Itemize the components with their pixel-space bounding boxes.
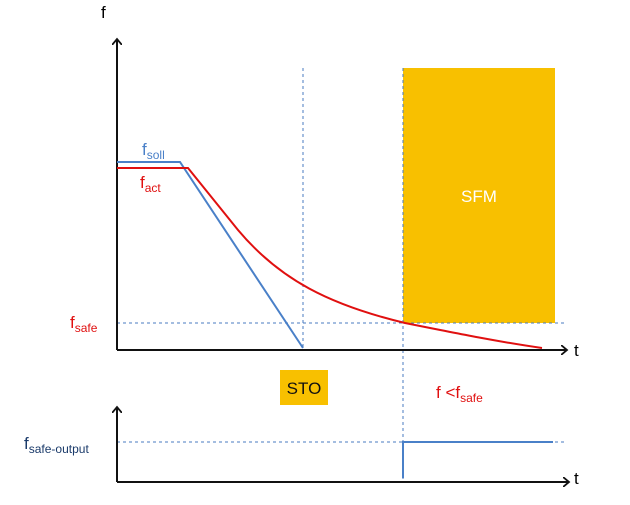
condition-label: f <fsafe xyxy=(436,383,483,405)
sto-label: STO xyxy=(287,379,322,398)
condition-sub: safe xyxy=(460,391,483,405)
f-soll-main: f xyxy=(142,140,147,159)
sfm-label: SFM xyxy=(461,187,497,206)
f-act-label: fact xyxy=(140,173,161,195)
x-axis-label: t xyxy=(574,341,579,360)
f-safe-label: fsafe xyxy=(70,313,98,335)
f-act-sub: act xyxy=(145,181,162,195)
f-soll-label: fsoll xyxy=(142,140,165,162)
condition-main: f <f xyxy=(436,383,460,402)
f-act-curve xyxy=(117,167,543,349)
f-soll-sub: soll xyxy=(147,148,165,162)
f-act-main: f xyxy=(140,173,145,192)
y-axis-label: f xyxy=(101,3,106,22)
f-safe-output-main: f xyxy=(24,434,29,453)
f-safe-output-label: fsafe-output xyxy=(24,434,89,456)
f-safe-output-signal xyxy=(402,441,553,478)
f-safe-main: f xyxy=(70,313,75,332)
f-soll-curve xyxy=(117,161,304,349)
f-safe-output-sub: safe-output xyxy=(29,442,90,456)
x-axis-label-bottom: t xyxy=(574,469,579,488)
sto-box xyxy=(280,370,328,405)
f-safe-sub: safe xyxy=(75,321,98,335)
sfm-box xyxy=(403,68,555,323)
